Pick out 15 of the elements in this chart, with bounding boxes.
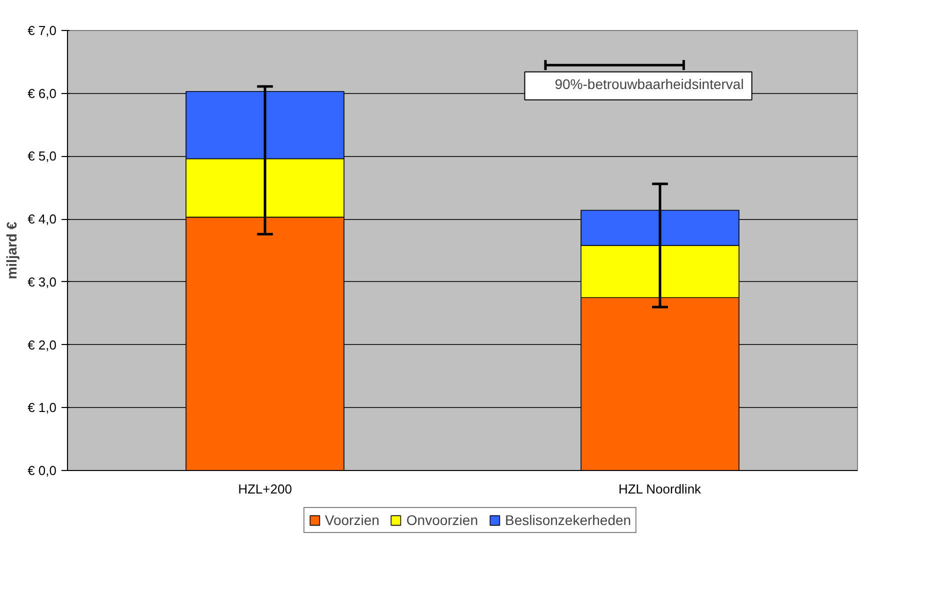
legend-label: Onvoorzien <box>406 512 478 528</box>
y-axis-title: miljard € <box>4 221 20 280</box>
x-tick-label: HZL Noordlink <box>618 482 702 496</box>
y-tick-label: € 6,0 <box>28 86 57 101</box>
annotation: 90%-betrouwbaarheidsinterval <box>554 76 744 92</box>
y-tick-label: € 2,0 <box>28 337 57 352</box>
y-tick-label: € 3,0 <box>28 274 57 290</box>
legend-label: Voorzien <box>324 512 380 528</box>
y-tick-label: € 4,0 <box>28 212 57 227</box>
y-tick-label: € 5,0 <box>28 148 57 164</box>
legend-label: Beslisonzekerheden <box>504 512 632 528</box>
y-tick-label: € 0,0 <box>28 463 57 478</box>
y-tick-label: € 1,0 <box>28 400 57 416</box>
y-tick-label: € 7,0 <box>28 23 57 38</box>
x-tick-label: HZL+200 <box>238 482 292 496</box>
